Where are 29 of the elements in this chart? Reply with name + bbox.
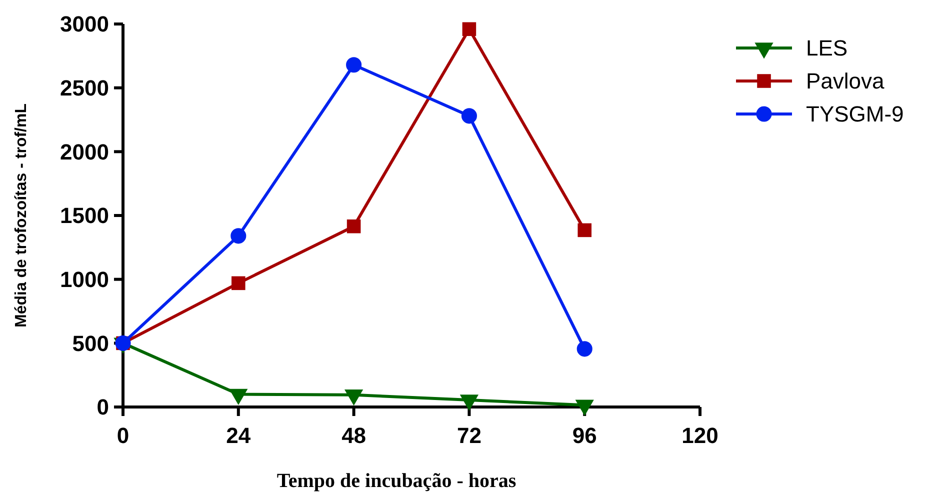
legend-label: TYSGM-9 [806,102,904,127]
point [346,219,361,234]
x-tick-label: 120 [682,423,718,448]
point [229,388,248,405]
x-tick-label: 0 [116,423,130,448]
point [460,394,479,411]
y-tick-label: 0 [96,394,109,420]
y-tick-label: 2000 [60,139,109,164]
x-tick-label: 96 [572,423,597,448]
x-tick-label: 48 [342,423,366,448]
point [461,108,477,124]
legend-label: Pavlova [806,68,886,94]
y-tick-label: 1000 [60,267,109,292]
y-tick-label: 1500 [60,203,109,228]
y-axis-title: Média de trofozoítas - trof/mL [13,103,30,328]
y-tick-label: 2500 [60,76,109,101]
y-tick-label: 500 [72,330,109,356]
y-tick-label: 3000 [60,12,109,37]
point [346,57,362,73]
point [462,22,476,36]
point [578,223,592,238]
point [575,400,594,416]
point [232,276,246,290]
x-tick-label: 72 [456,423,482,448]
point [344,390,364,406]
point [230,228,246,244]
x-tick-label: 24 [226,423,252,448]
x-axis-title: Tempo de incubação - horas [276,470,516,492]
legend-label: LES [806,36,848,61]
